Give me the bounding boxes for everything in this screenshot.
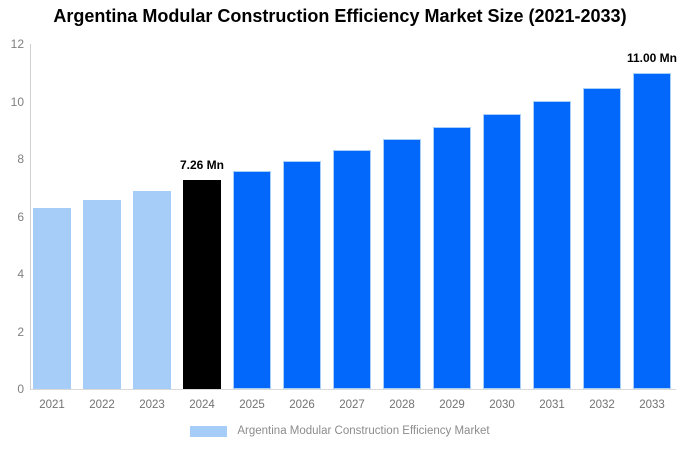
x-axis-label-2021: 2021 <box>39 399 65 411</box>
y-tick-6: 6 <box>17 209 24 224</box>
x-axis-label-2030: 2030 <box>489 399 515 411</box>
bar-2025[interactable] <box>233 171 271 389</box>
x-axis-label-2033: 2033 <box>639 399 665 411</box>
y-tick-4: 4 <box>17 267 24 281</box>
bar-2021[interactable] <box>33 207 71 389</box>
bar-2027[interactable] <box>333 149 371 389</box>
legend[interactable]: Argentina Modular Construction Efficienc… <box>0 425 680 437</box>
bar-2032[interactable] <box>583 87 621 389</box>
y-tick-8: 8 <box>17 152 24 166</box>
bar-2029[interactable] <box>433 126 471 389</box>
x-axis-label-2032: 2032 <box>589 399 615 411</box>
bar-2023[interactable] <box>133 190 171 389</box>
x-axis-label-2029: 2029 <box>439 399 465 411</box>
x-axis-label-2026: 2026 <box>289 399 315 411</box>
bar-2033[interactable] <box>633 72 671 389</box>
y-tick-2: 2 <box>17 324 24 339</box>
x-axis-label-2031: 2031 <box>539 399 565 411</box>
y-tick-10: 10 <box>10 94 24 109</box>
y-tick-0: 0 <box>17 382 24 396</box>
bar-2030[interactable] <box>483 114 521 389</box>
data-label-2024: 7.26 Mn <box>179 158 225 173</box>
bar-2028[interactable] <box>383 138 421 389</box>
legend-label: Argentina Modular Construction Efficienc… <box>237 425 490 437</box>
x-axis-label-2027: 2027 <box>339 399 365 411</box>
data-label-2033: 11.00 Mn <box>626 50 678 65</box>
x-axis-label-2022: 2022 <box>89 399 115 411</box>
bar-2031[interactable] <box>533 101 571 389</box>
bar-2026[interactable] <box>283 160 321 389</box>
x-axis-label-2028: 2028 <box>389 399 415 411</box>
y-axis-line <box>30 44 31 389</box>
x-axis-label-2025: 2025 <box>239 399 265 411</box>
chart-title: Argentina Modular Construction Efficienc… <box>53 6 627 26</box>
x-axis-label-2023: 2023 <box>139 399 165 411</box>
bar-2022[interactable] <box>83 200 121 389</box>
legend-swatch <box>190 425 228 437</box>
x-axis-line <box>30 389 676 390</box>
y-tick-12: 12 <box>10 37 24 51</box>
x-axis-label-2024: 2024 <box>189 399 215 411</box>
bar-2024[interactable] <box>183 180 221 389</box>
